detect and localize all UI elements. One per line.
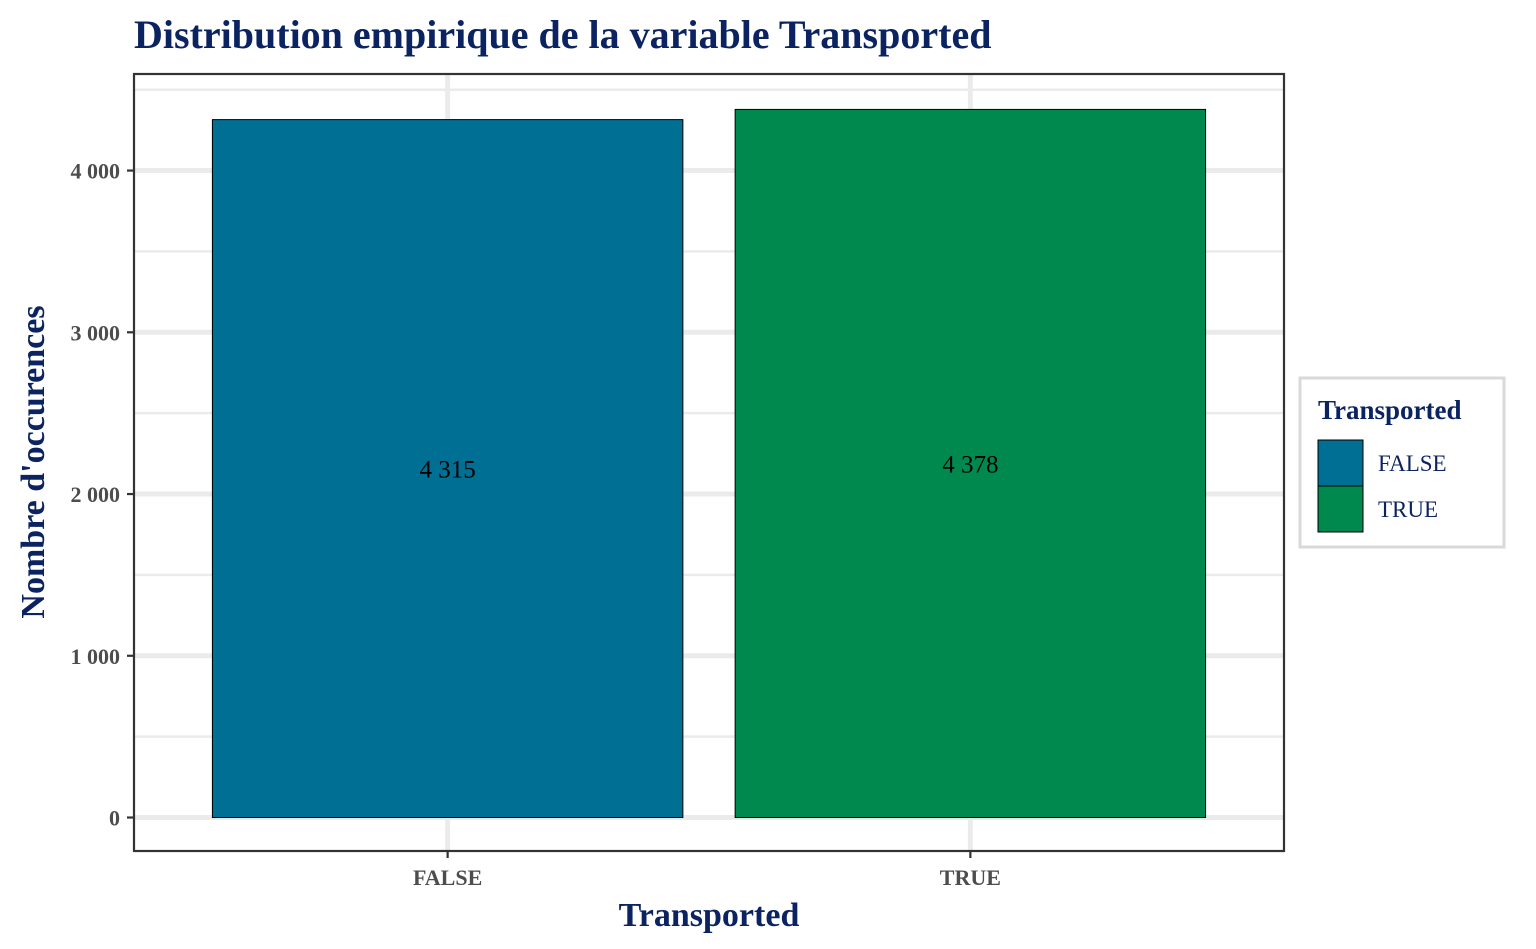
legend-entries: FALSE TRUE — [1317, 439, 1447, 533]
y-tick-label: 2 000 — [71, 482, 121, 507]
chart-title: Distribution empirique de la variable Tr… — [134, 12, 991, 57]
y-tick-label: 1 000 — [71, 644, 121, 669]
y-tick-label: 0 — [109, 806, 120, 831]
data-labels: 4 315 4 378 — [420, 451, 999, 483]
legend-title: Transported — [1318, 395, 1462, 425]
bar-true — [734, 108, 1207, 819]
y-tick-label: 3 000 — [71, 320, 121, 345]
legend-label-true: TRUE — [1378, 497, 1438, 522]
legend: Transported FALSE TRUE — [1298, 376, 1506, 549]
x-tick-label: TRUE — [940, 865, 1001, 890]
data-label-true: 4 378 — [942, 451, 998, 478]
x-axis: FALSE TRUE — [413, 851, 1001, 890]
legend-label-false: FALSE — [1378, 451, 1447, 476]
legend-key-true — [1317, 485, 1364, 533]
data-label-false: 4 315 — [420, 457, 476, 484]
bars — [211, 108, 1207, 819]
y-tick-label: 4 000 — [71, 159, 121, 184]
y-axis-title: Nombre d'occurences — [15, 305, 52, 618]
plot-panel-border — [132, 72, 1286, 853]
x-tick-label: FALSE — [413, 865, 482, 890]
bar-false — [211, 119, 684, 819]
legend-key-false — [1317, 439, 1364, 487]
x-axis-title: Transported — [619, 897, 800, 934]
y-axis: 0 1 000 2 000 3 000 4 000 — [71, 159, 134, 831]
